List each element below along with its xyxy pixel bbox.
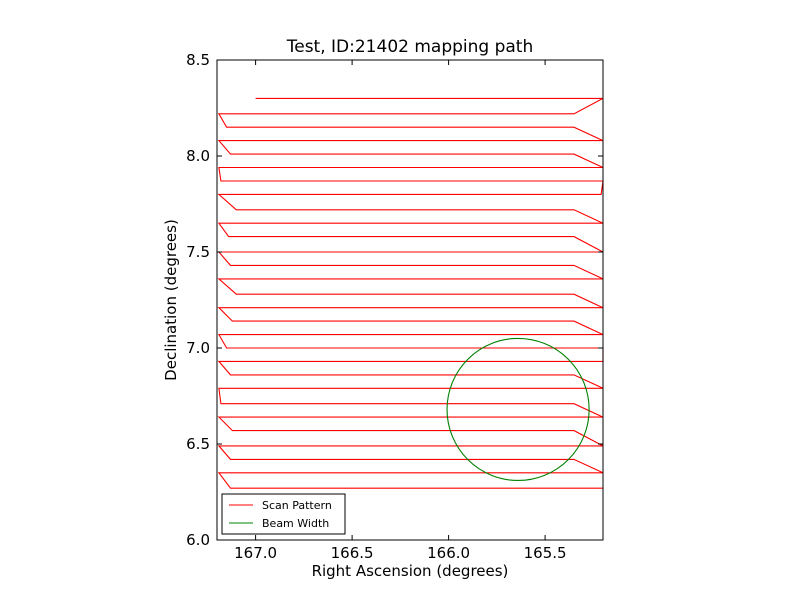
- x-tick-label: 167.0: [234, 544, 277, 562]
- y-tick-label: 7.5: [186, 243, 210, 261]
- y-tick-label: 7.0: [186, 339, 210, 357]
- beam-width-circle: [446, 337, 590, 482]
- scan-pattern-series: [217, 97, 604, 489]
- y-tick-label: 8.0: [186, 147, 210, 165]
- x-tick-label: 166.5: [331, 544, 374, 562]
- legend: Scan Pattern Beam Width: [221, 493, 346, 535]
- x-axis-label: Right Ascension (degrees): [312, 562, 509, 580]
- y-axis-ticks: 6.0 6.5 7.0 7.5 8.0 8.5: [186, 51, 603, 549]
- chart-title: Test, ID:21402 mapping path: [286, 37, 534, 57]
- legend-box: [221, 493, 346, 535]
- legend-label-scan-pattern: Scan Pattern: [262, 499, 332, 512]
- scan-pattern-line: [217, 97, 604, 489]
- legend-label-beam-width: Beam Width: [262, 517, 329, 530]
- y-tick-label: 8.5: [186, 51, 210, 69]
- beam-width-series: [446, 337, 590, 482]
- plot-area: [217, 60, 603, 540]
- x-tick-label: 165.5: [524, 544, 567, 562]
- y-axis-label: Declination (degrees): [162, 219, 180, 381]
- axes-frame: [216, 59, 604, 541]
- y-tick-label: 6.5: [186, 435, 210, 453]
- y-tick-label: 6.0: [186, 531, 210, 549]
- x-tick-label: 166.0: [427, 544, 470, 562]
- x-axis-ticks: 167.0 166.5 166.0 165.5: [234, 60, 567, 562]
